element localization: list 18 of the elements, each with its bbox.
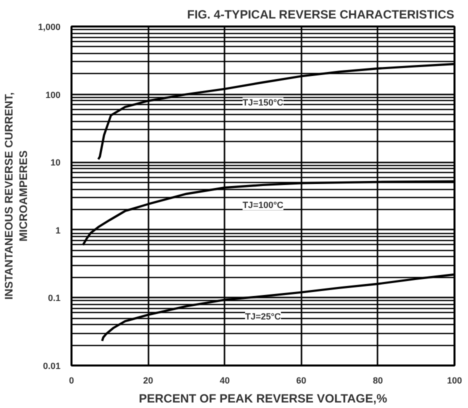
annotation: TJ=100°C	[242, 200, 284, 210]
y-tick-label: 10	[50, 158, 61, 168]
y-tick-label: 1	[55, 225, 61, 236]
y-tick-label: 0.1	[48, 293, 61, 304]
x-tick-label: 100	[446, 376, 462, 386]
x-tick-label: 0	[68, 376, 74, 386]
y-tick-label: 100	[45, 90, 61, 100]
y-axis-title: INSTANTANEOUS REVERSE CURRENT, MICROAMPERES	[4, 92, 30, 300]
x-axis-title: PERCENT OF PEAK REVERSE VOLTAGE,%	[138, 392, 388, 406]
x-tick-label: 60	[296, 376, 306, 386]
x-tick-label: 80	[372, 376, 383, 386]
annotation: TJ=25°C	[245, 311, 282, 322]
y-tick-label: 0.01	[42, 361, 61, 371]
x-tick-label: 40	[220, 376, 230, 386]
x-tick-label: 20	[143, 376, 154, 386]
annotation: TJ=150°C	[242, 97, 284, 108]
chart-title: FIG. 4-TYPICAL REVERSE CHARACTERISTICS	[187, 8, 454, 22]
y-tick-label: 1,000	[38, 22, 61, 32]
